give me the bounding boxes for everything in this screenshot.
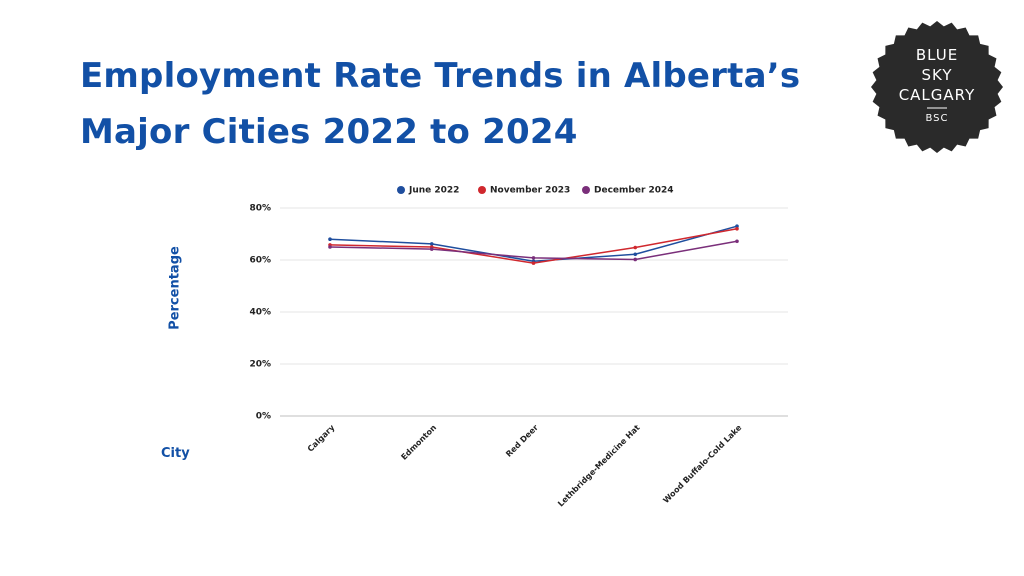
series-point [429,242,434,246]
legend-label: June 2022 [408,186,459,196]
legend-marker [582,186,590,194]
page-title: Employment Rate Trends in Alberta’s Majo… [80,56,801,152]
series-point [328,245,332,249]
logo-line-2: SKY [922,66,953,84]
y-axis-ticks: 0% 20% 40% 60% 80% [249,204,271,422]
series-point [633,257,638,262]
x-category-label: Edmonton [399,423,438,462]
x-axis-title: City [161,446,190,461]
series-point [735,239,739,244]
legend-label: November 2023 [490,186,570,196]
series-point [328,237,332,241]
series-point [633,252,638,257]
series-point [531,261,536,265]
x-category-label: Wood Buffalo-Cold Lake [661,423,743,505]
legend-marker [397,186,405,194]
y-tick-label: 60% [249,256,271,266]
logo-badge [871,21,1003,153]
blue-sky-calgary-logo: BLUE SKY CALGARY BSC [871,21,1003,153]
x-category-label: Red Deer [504,423,540,459]
y-axis-title: Percentage [168,246,183,330]
x-axis-categories: Calgary Edmonton Red Deer Lethbridge-Medici… [306,422,744,508]
series-line [329,225,738,263]
series-point [429,247,434,251]
x-category-label: Lethbridge-Medicine Hat [556,423,642,509]
chart-gridlines [280,207,788,417]
chart-series [328,224,739,265]
logo-line-3: CALGARY [899,86,976,104]
x-category-label: Calgary [306,422,337,453]
legend-label: December 2024 [594,186,674,196]
y-tick-label: 0% [256,412,271,422]
chart-legend: June 2022 November 2023 December 2024 [397,186,674,196]
logo-line-4: BSC [925,113,948,124]
series-point [735,227,739,231]
y-tick-label: 20% [249,360,271,370]
series-point [633,245,638,250]
series-point [735,224,739,228]
y-tick-label: 80% [249,204,271,214]
logo-line-1: BLUE [916,46,958,64]
legend-marker [478,186,486,194]
series-point [531,256,536,260]
y-tick-label: 40% [249,308,271,318]
